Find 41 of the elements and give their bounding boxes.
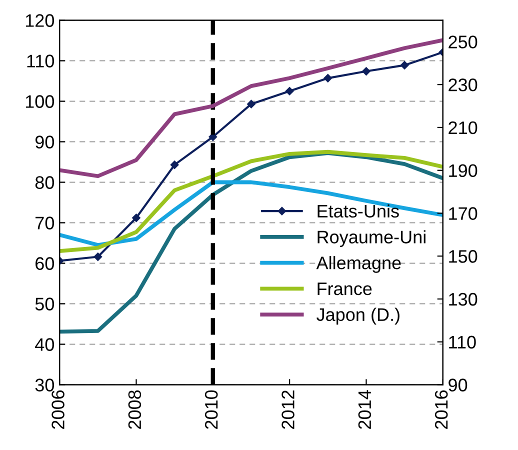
x-tick-label: 2010 xyxy=(204,390,218,429)
legend-label: Japon (D.) xyxy=(316,308,400,325)
x-tick-label: 2008 xyxy=(128,390,142,429)
y-tick-label: 80 xyxy=(35,176,54,189)
y-tick-label: 50 xyxy=(35,298,54,310)
y-tick-label: 70 xyxy=(36,216,54,230)
legend-label: France xyxy=(318,282,372,296)
x-tick-label: 2016 xyxy=(434,390,448,429)
point xyxy=(324,74,332,82)
line-series xyxy=(60,180,443,247)
x-tick-label: 2014 xyxy=(358,390,372,429)
y2-tick-label: 150 xyxy=(449,250,478,263)
point xyxy=(132,214,140,222)
y-tick-label: 30 xyxy=(35,378,54,392)
y2-tick-label: 250 xyxy=(448,36,478,48)
line-series xyxy=(60,150,443,254)
point xyxy=(362,67,370,76)
x-tick-label: 2012 xyxy=(282,390,294,429)
y-tick-label: 60 xyxy=(36,257,54,270)
y2-tick-label: 110 xyxy=(449,336,476,349)
point xyxy=(285,86,294,96)
point xyxy=(94,252,102,261)
x-tick-label: 2006 xyxy=(52,390,64,429)
legend-label: Royaume-Uni xyxy=(318,230,426,248)
point xyxy=(400,61,409,70)
point xyxy=(170,160,179,169)
y2-tick-label: 190 xyxy=(449,164,478,178)
y-tick-label: 100 xyxy=(26,95,54,108)
legend-label: Allemagne xyxy=(316,256,401,273)
line-series xyxy=(60,38,443,178)
y2-tick-label: 210 xyxy=(448,121,478,134)
y-tick-label: 110 xyxy=(27,54,54,68)
y2-tick-label: 230 xyxy=(448,78,478,92)
y-tick-label: 120 xyxy=(26,14,54,27)
legend-label: Etats-Unis xyxy=(318,204,399,218)
point xyxy=(247,100,256,108)
y2-tick-label: 130 xyxy=(449,292,478,306)
y-tick-label: 90 xyxy=(35,136,54,148)
y-tick-label: 40 xyxy=(35,338,54,351)
y2-tick-label: 170 xyxy=(449,207,478,220)
y2-tick-label: 90 xyxy=(448,378,468,392)
